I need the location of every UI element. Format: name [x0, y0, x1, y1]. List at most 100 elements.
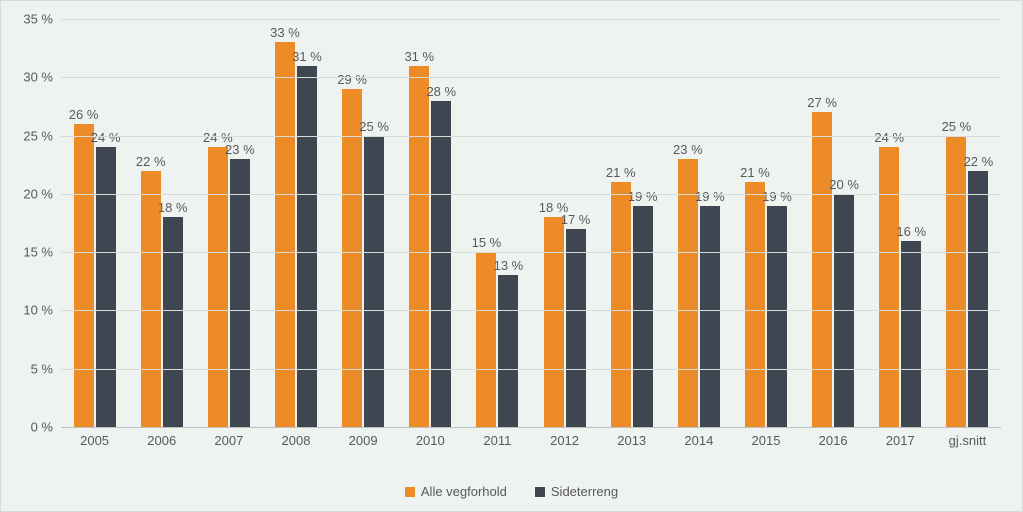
bar-series-1: 17 % [566, 229, 586, 427]
bar-group: 24 %23 % [195, 19, 262, 427]
bar-value-label: 24 % [874, 130, 904, 145]
bar-group: 18 %17 % [531, 19, 598, 427]
gridline [61, 194, 1001, 195]
bar-group: 21 %19 % [732, 19, 799, 427]
bar-series-1: 31 % [297, 66, 317, 427]
x-tick-label: 2013 [598, 427, 665, 451]
x-tick-label: 2011 [464, 427, 531, 451]
y-tick-label: 0 % [31, 420, 53, 435]
bar-value-label: 27 % [807, 95, 837, 110]
bar-value-label: 15 % [472, 235, 502, 250]
bar-value-label: 19 % [695, 189, 725, 204]
bar-series-0: 24 % [879, 147, 899, 427]
plot-area: 26 %24 %22 %18 %24 %23 %33 %31 %29 %25 %… [61, 19, 1001, 428]
bar-group: 27 %20 % [800, 19, 867, 427]
x-tick-label: 2014 [665, 427, 732, 451]
bar-series-0: 15 % [476, 252, 496, 427]
bar-series-0: 31 % [409, 66, 429, 427]
y-tick-label: 10 % [23, 303, 53, 318]
gridline [61, 310, 1001, 311]
bar-series-0: 26 % [74, 124, 94, 427]
bar-value-label: 28 % [426, 84, 456, 99]
bar-series-1: 19 % [767, 206, 787, 427]
bar-series-1: 22 % [968, 171, 988, 427]
bar-value-label: 24 % [91, 130, 121, 145]
bar-series-0: 18 % [544, 217, 564, 427]
legend-item-series-1: Sideterreng [535, 484, 618, 499]
bar-value-label: 22 % [964, 154, 994, 169]
bar-value-label: 31 % [292, 49, 322, 64]
bar-value-label: 22 % [136, 154, 166, 169]
legend-label-1: Sideterreng [551, 484, 618, 499]
bar-group: 15 %13 % [464, 19, 531, 427]
bar-group: 26 %24 % [61, 19, 128, 427]
x-tick-label: 2010 [397, 427, 464, 451]
bar-value-label: 19 % [628, 189, 658, 204]
bar-series-0: 21 % [745, 182, 765, 427]
bar-group: 31 %28 % [397, 19, 464, 427]
bar-value-label: 23 % [673, 142, 703, 157]
gridline [61, 136, 1001, 137]
bar-value-label: 21 % [606, 165, 636, 180]
bar-value-label: 25 % [359, 119, 389, 134]
x-tick-label: 2005 [61, 427, 128, 451]
bar-group: 21 % 19 % [598, 19, 665, 427]
bar-value-label: 31 % [404, 49, 434, 64]
bar-value-label: 18 % [158, 200, 188, 215]
legend-swatch-0 [405, 487, 415, 497]
bar-series-1: 16 % [901, 241, 921, 428]
bar-series-1: 28 % [431, 101, 451, 427]
bar-value-label: 23 % [225, 142, 255, 157]
bar-group: 25 %22 % [934, 19, 1001, 427]
x-tick-label: 2015 [732, 427, 799, 451]
y-tick-label: 25 % [23, 128, 53, 143]
bar-series-0: 29 % [342, 89, 362, 427]
x-tick-label: 2016 [800, 427, 867, 451]
x-tick-label: 2008 [262, 427, 329, 451]
gridline [61, 369, 1001, 370]
legend-label-0: Alle vegforhold [421, 484, 507, 499]
bar-group: 24 %16 % [867, 19, 934, 427]
bar-series-0: 25 % [946, 136, 966, 427]
bar-value-label: 20 % [829, 177, 859, 192]
x-tick-label: 2006 [128, 427, 195, 451]
bar-value-label: 26 % [69, 107, 99, 122]
gridline [61, 77, 1001, 78]
bar-series-1: 19 % [633, 206, 653, 427]
x-tick-label: 2007 [195, 427, 262, 451]
x-tick-label: 2009 [330, 427, 397, 451]
bar-group: 22 % 18 % [128, 19, 195, 427]
legend: Alle vegforhold Sideterreng [1, 484, 1022, 499]
bar-series-0: 24 % [208, 147, 228, 427]
bar-series-1: 23 % [230, 159, 250, 427]
x-tick-label: 2017 [867, 427, 934, 451]
x-tick-label: 2012 [531, 427, 598, 451]
y-tick-label: 15 % [23, 245, 53, 260]
gridline [61, 19, 1001, 20]
bar-value-label: 17 % [561, 212, 591, 227]
bar-value-label: 21 % [740, 165, 770, 180]
bar-series-1: 18 % [163, 217, 183, 427]
bar-value-label: 13 % [494, 258, 524, 273]
bar-series-1: 25 % [364, 136, 384, 427]
bar-value-label: 29 % [337, 72, 367, 87]
y-tick-label: 20 % [23, 186, 53, 201]
bar-value-label: 19 % [762, 189, 792, 204]
bar-value-label: 25 % [942, 119, 972, 134]
bar-value-label: 33 % [270, 25, 300, 40]
bar-series-1: 13 % [498, 275, 518, 427]
bar-series-1: 24 % [96, 147, 116, 427]
bar-value-label: 16 % [896, 224, 926, 239]
bar-group: 23 % 19 % [665, 19, 732, 427]
bar-series-0: 27 % [812, 112, 832, 427]
y-tick-label: 35 % [23, 12, 53, 27]
bar-group: 33 % 31 % [262, 19, 329, 427]
bars-row: 26 %24 %22 %18 %24 %23 %33 %31 %29 %25 %… [61, 19, 1001, 427]
y-tick-label: 5 % [31, 361, 53, 376]
legend-swatch-1 [535, 487, 545, 497]
gridline [61, 252, 1001, 253]
bar-group: 29 %25 % [330, 19, 397, 427]
legend-item-series-0: Alle vegforhold [405, 484, 507, 499]
chart-container: 26 %24 %22 %18 %24 %23 %33 %31 %29 %25 %… [0, 0, 1023, 512]
x-tick-label: gj.snitt [934, 427, 1001, 451]
